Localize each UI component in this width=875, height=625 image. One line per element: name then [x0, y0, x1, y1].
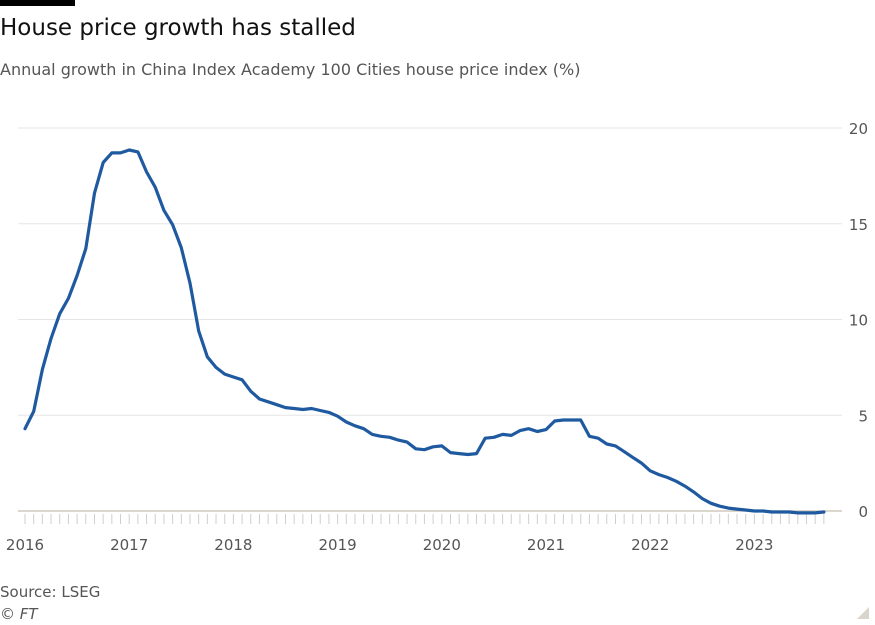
series-layer — [23, 148, 826, 515]
x-tick-label: 2021 — [527, 536, 565, 554]
x-tick-label: 2022 — [631, 536, 669, 554]
chart-subtitle: Annual growth in China Index Academy 100… — [0, 60, 581, 79]
y-tick-label: 0 — [858, 503, 868, 521]
brand-bar — [0, 0, 75, 6]
source-note: Source: LSEG — [0, 583, 101, 601]
x-tick-label: 2017 — [110, 536, 148, 554]
y-tick-label: 15 — [849, 216, 868, 234]
y-axis-labels: 0 5 10 15 20 — [849, 120, 868, 521]
series-line-0 — [23, 148, 826, 515]
x-tick-label: 2019 — [319, 536, 357, 554]
x-tick-label: 2023 — [735, 536, 773, 554]
x-tick-label: 2020 — [423, 536, 461, 554]
y-tick-label: 5 — [858, 407, 868, 425]
chart-title: House price growth has stalled — [0, 15, 356, 41]
copyright-note: © FT — [0, 605, 38, 623]
grid-lines — [18, 127, 842, 512]
y-tick-label: 10 — [849, 312, 868, 330]
x-tick-label: 2016 — [6, 536, 44, 554]
y-tick-label: 20 — [849, 120, 868, 138]
x-axis-ticks — [24, 514, 825, 524]
resize-corner-icon — [857, 607, 869, 619]
x-axis-labels: 2016 2017 2018 2019 2020 2021 2022 2023 — [6, 536, 774, 554]
x-tick-label: 2018 — [214, 536, 252, 554]
